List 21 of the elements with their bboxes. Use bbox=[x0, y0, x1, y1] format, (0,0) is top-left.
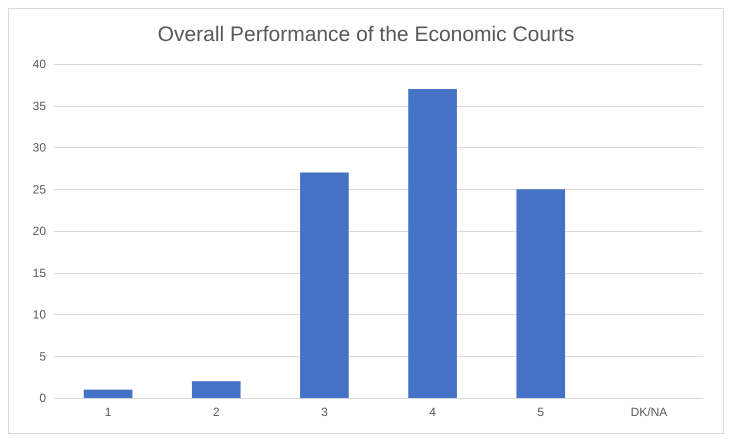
bar bbox=[300, 172, 349, 398]
x-tick-label: 4 bbox=[429, 405, 436, 419]
x-tick-label: 3 bbox=[321, 405, 328, 419]
bar bbox=[84, 390, 132, 398]
y-tick-label: 20 bbox=[32, 224, 46, 238]
x-tick-label: 2 bbox=[212, 405, 220, 419]
y-tick-label: 15 bbox=[32, 266, 46, 280]
y-tick-label: 10 bbox=[32, 308, 46, 322]
y-tick-label: 5 bbox=[39, 349, 46, 364]
bar bbox=[408, 89, 457, 398]
y-tick-label: 25 bbox=[32, 182, 46, 196]
chart-title: Overall Performance of the Economic Courts bbox=[158, 23, 574, 46]
y-tick-label: 40 bbox=[32, 57, 46, 71]
bar bbox=[192, 381, 241, 398]
bar bbox=[516, 189, 566, 398]
x-tick-label: 5 bbox=[537, 405, 544, 419]
y-tick-label: 30 bbox=[32, 140, 46, 154]
x-tick-label: DK/NA bbox=[630, 405, 668, 419]
x-tick-label: 1 bbox=[104, 405, 112, 419]
y-tick-label: 0 bbox=[39, 391, 46, 405]
y-tick-label: 35 bbox=[32, 98, 46, 113]
